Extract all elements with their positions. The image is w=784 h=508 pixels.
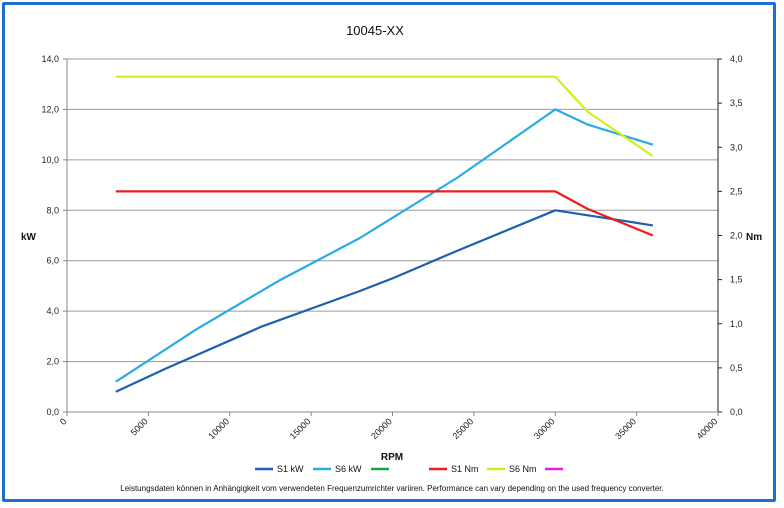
y-left-tick-label: 0,0 xyxy=(46,407,59,417)
y-left-tick-label: 12,0 xyxy=(41,104,59,114)
axes xyxy=(66,59,719,413)
y-left-tick-label: 6,0 xyxy=(46,256,59,266)
x-tick-label: 30000 xyxy=(532,416,557,441)
y-right-tick-label: 3,0 xyxy=(730,142,743,152)
y-left-tick-label: 14,0 xyxy=(41,54,59,64)
y-right-axis-title: Nm xyxy=(746,232,762,243)
y-left-axis-title: kW xyxy=(21,232,37,243)
tick-labels: 0,0 2,0 4,0 6,0 8,0 10,0 12,0 14,0 0,0 0,5 1,0 1,5 2… xyxy=(41,54,742,441)
series-line-1 xyxy=(115,108,654,383)
x-tick-label: 35000 xyxy=(613,416,638,441)
x-tick-label: 0 xyxy=(58,416,69,427)
y-left-tick-label: 4,0 xyxy=(46,306,59,316)
series-line-4 xyxy=(115,75,654,158)
y-left-tick-label: 10,0 xyxy=(41,155,59,165)
y-right-tick-label: 4,0 xyxy=(730,54,743,64)
grid-lines xyxy=(63,58,722,416)
series-line-0 xyxy=(115,209,654,393)
y-right-tick-label: 0,5 xyxy=(730,363,743,373)
x-tick-label: 40000 xyxy=(695,416,720,441)
x-tick-label: 25000 xyxy=(451,416,476,441)
legend-label: S1 Nm xyxy=(451,464,479,474)
chart-frame xyxy=(2,2,776,502)
legend-label: S1 kW xyxy=(277,464,304,474)
x-tick-label: 15000 xyxy=(288,416,313,441)
chart-title: 10045-XX xyxy=(346,23,404,38)
y-right-tick-label: 0,0 xyxy=(730,407,743,417)
series-line-3 xyxy=(115,190,654,237)
legend: S1 kW S6 kW S1 Nm S6 Nm xyxy=(255,464,563,474)
series-lines xyxy=(115,75,654,393)
x-tick-label: 10000 xyxy=(206,416,231,441)
x-tick-label: 20000 xyxy=(369,416,394,441)
x-tick-label: 5000 xyxy=(129,416,150,437)
y-left-tick-label: 8,0 xyxy=(46,205,59,215)
y-right-tick-label: 2,5 xyxy=(730,186,743,196)
y-right-tick-label: 1,0 xyxy=(730,319,743,329)
footnote: Leistungsdaten können in Anhängigkeit vo… xyxy=(120,484,663,493)
y-right-tick-label: 1,5 xyxy=(730,275,743,285)
x-axis-title: RPM xyxy=(381,452,403,463)
y-right-tick-label: 3,5 xyxy=(730,98,743,108)
y-right-tick-label: 2,0 xyxy=(730,231,743,241)
legend-label: S6 Nm xyxy=(509,464,537,474)
legend-label: S6 kW xyxy=(335,464,362,474)
y-left-tick-label: 2,0 xyxy=(46,357,59,367)
